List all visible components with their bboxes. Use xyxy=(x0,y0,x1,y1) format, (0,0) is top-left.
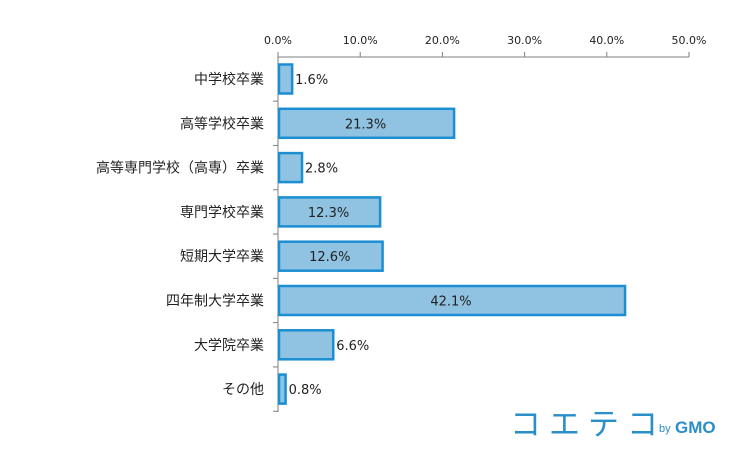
x-tick-label: 10.0% xyxy=(343,34,378,47)
category-label: 中学校卒業 xyxy=(194,71,264,88)
category-label: 短期大学卒業 xyxy=(180,249,264,265)
data-label: 12.3% xyxy=(308,206,349,221)
bar xyxy=(277,151,304,184)
bar xyxy=(277,284,627,317)
data-label: 1.6% xyxy=(295,73,328,88)
bar xyxy=(277,240,384,272)
data-label: 12.6% xyxy=(309,250,350,265)
category-label: その他 xyxy=(222,382,264,398)
x-tick-label: 50.0% xyxy=(672,34,707,47)
category-label: 大学院卒業 xyxy=(194,338,264,354)
category-label: 高等専門学校（高専）卒業 xyxy=(96,160,264,177)
data-label: 21.3% xyxy=(345,117,386,132)
data-label: 42.1% xyxy=(430,295,471,310)
bar xyxy=(277,373,287,405)
category-label: 四年制大学卒業 xyxy=(166,294,264,310)
x-tick-label: 20.0% xyxy=(425,34,460,47)
data-label: 0.8% xyxy=(289,383,322,398)
category-label: 専門学校卒業 xyxy=(180,204,264,221)
data-label: 2.8% xyxy=(305,162,338,177)
data-label: 6.6% xyxy=(336,339,369,354)
bar xyxy=(277,196,382,228)
category-label: 高等学校卒業 xyxy=(180,115,264,132)
bar xyxy=(277,329,335,361)
brand-by-text: by xyxy=(659,423,671,435)
brand-logo-text: コエテコ xyxy=(510,407,666,443)
x-tick-label: 30.0% xyxy=(507,34,542,47)
x-tick-label: 40.0% xyxy=(589,34,624,47)
bar xyxy=(277,63,294,95)
x-tick-label: 0.0% xyxy=(264,34,292,47)
brand-logo: コエテコ by GMO xyxy=(510,405,730,445)
bar xyxy=(277,107,456,140)
brand-gmo-text: GMO xyxy=(675,418,716,437)
